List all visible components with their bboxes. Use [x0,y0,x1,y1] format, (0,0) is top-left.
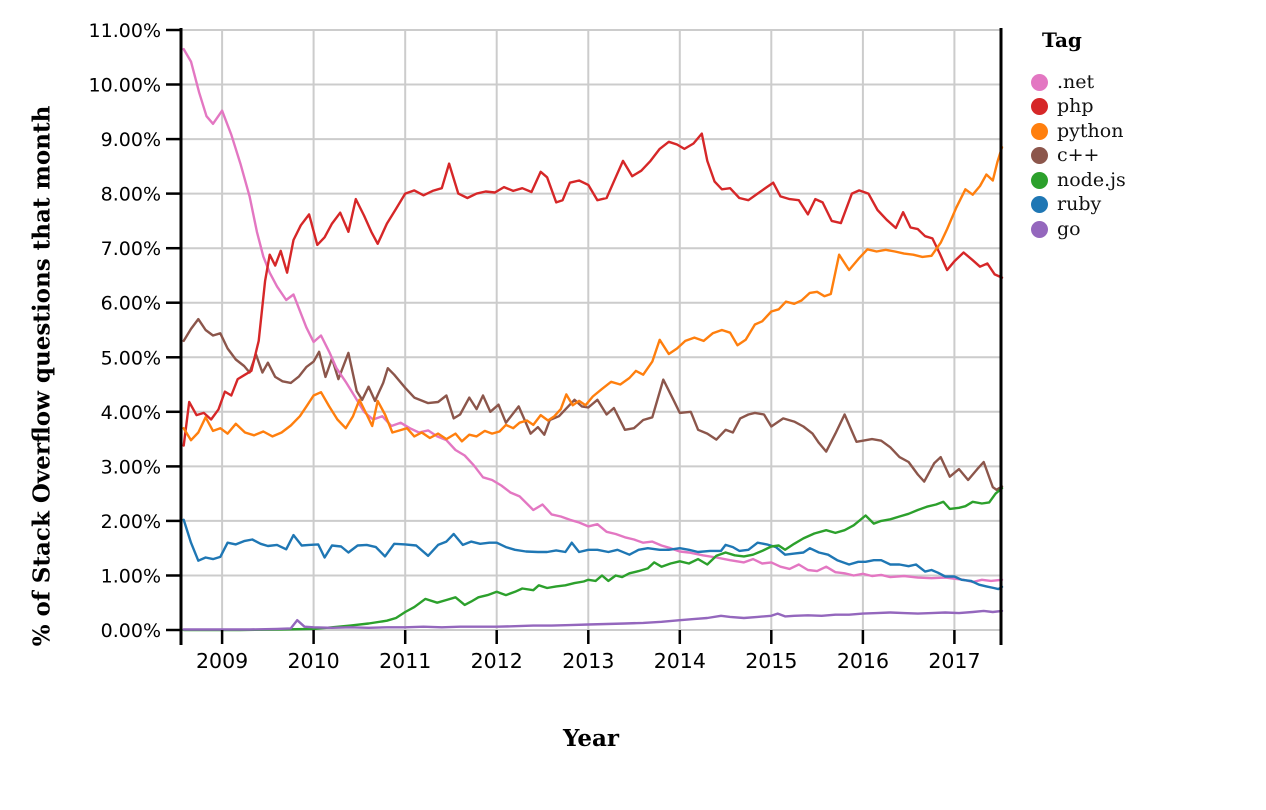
y-tick-label-8.00%: 8.00% [101,184,161,206]
x-tick-label-2012: 2012 [471,649,523,673]
legend-item-node.js: node.js [1031,168,1126,193]
legend-label: php [1057,95,1094,118]
y-tick-label-4.00%: 4.00% [101,402,161,424]
legend-label: c++ [1057,144,1100,167]
x-tick-label-2009: 2009 [196,649,248,673]
y-tick-label-1.00%: 1.00% [101,566,161,588]
y-tick-label-6.00%: 6.00% [101,293,161,315]
y-tick-label-0.00%: 0.00% [101,620,161,642]
x-tick-label-2011: 2011 [379,649,431,673]
legend-label: python [1057,119,1124,142]
legend-item-php: php [1031,95,1126,120]
axes [166,28,1003,645]
series-line-go [182,609,1004,631]
legend-item-c++: c++ [1031,144,1126,169]
y-tick-label-2.00%: 2.00% [101,511,161,533]
series-line-php [182,132,1004,447]
y-tick-label-7.00%: 7.00% [101,238,161,260]
legend-swatch-icon [1031,220,1048,238]
series-line-c++ [182,317,1004,491]
x-tick-label-2013: 2013 [562,649,614,673]
legend: Tag .net php python c++ node.js ruby go [1031,30,1126,242]
y-tick-label-3.00%: 3.00% [101,456,161,478]
legend-swatch-icon [1031,147,1048,165]
y-tick-label-9.00%: 9.00% [101,129,161,151]
legend-swatch-icon [1031,122,1048,140]
x-tick-label-2015: 2015 [745,649,797,673]
legend-item-ruby: ruby [1031,193,1126,218]
series-line-python [182,146,1004,443]
legend-item-go: go [1031,217,1126,242]
series-line-ruby [182,518,1004,591]
legend-label: .net [1057,70,1095,93]
legend-label: node.js [1057,168,1126,191]
x-tick-label-2014: 2014 [654,649,706,673]
legend-swatch-icon [1031,196,1048,214]
legend-swatch-icon [1031,98,1048,116]
y-tick-label-10.00%: 10.00% [89,75,161,97]
x-tick-label-2017: 2017 [928,649,980,673]
legend-label: ruby [1057,193,1102,216]
legend-swatch-icon [1031,171,1048,189]
legend-item-python: python [1031,119,1126,144]
gridlines [180,29,1002,631]
x-tick-label-2010: 2010 [288,649,340,673]
series-line-.net [182,47,1004,584]
legend-swatch-icon [1031,73,1048,91]
legend-item-.net: .net [1031,70,1126,95]
y-tick-label-5.00%: 5.00% [101,347,161,369]
y-tick-label-11.00%: 11.00% [89,20,161,42]
legend-title: Tag [1042,28,1082,52]
legend-label: go [1057,217,1081,240]
series-line-node.js [182,487,1004,632]
x-axis-title: Year [562,725,620,752]
legend-items: .net php python c++ node.js ruby go [1031,70,1126,242]
x-tick-label-2016: 2016 [837,649,889,673]
